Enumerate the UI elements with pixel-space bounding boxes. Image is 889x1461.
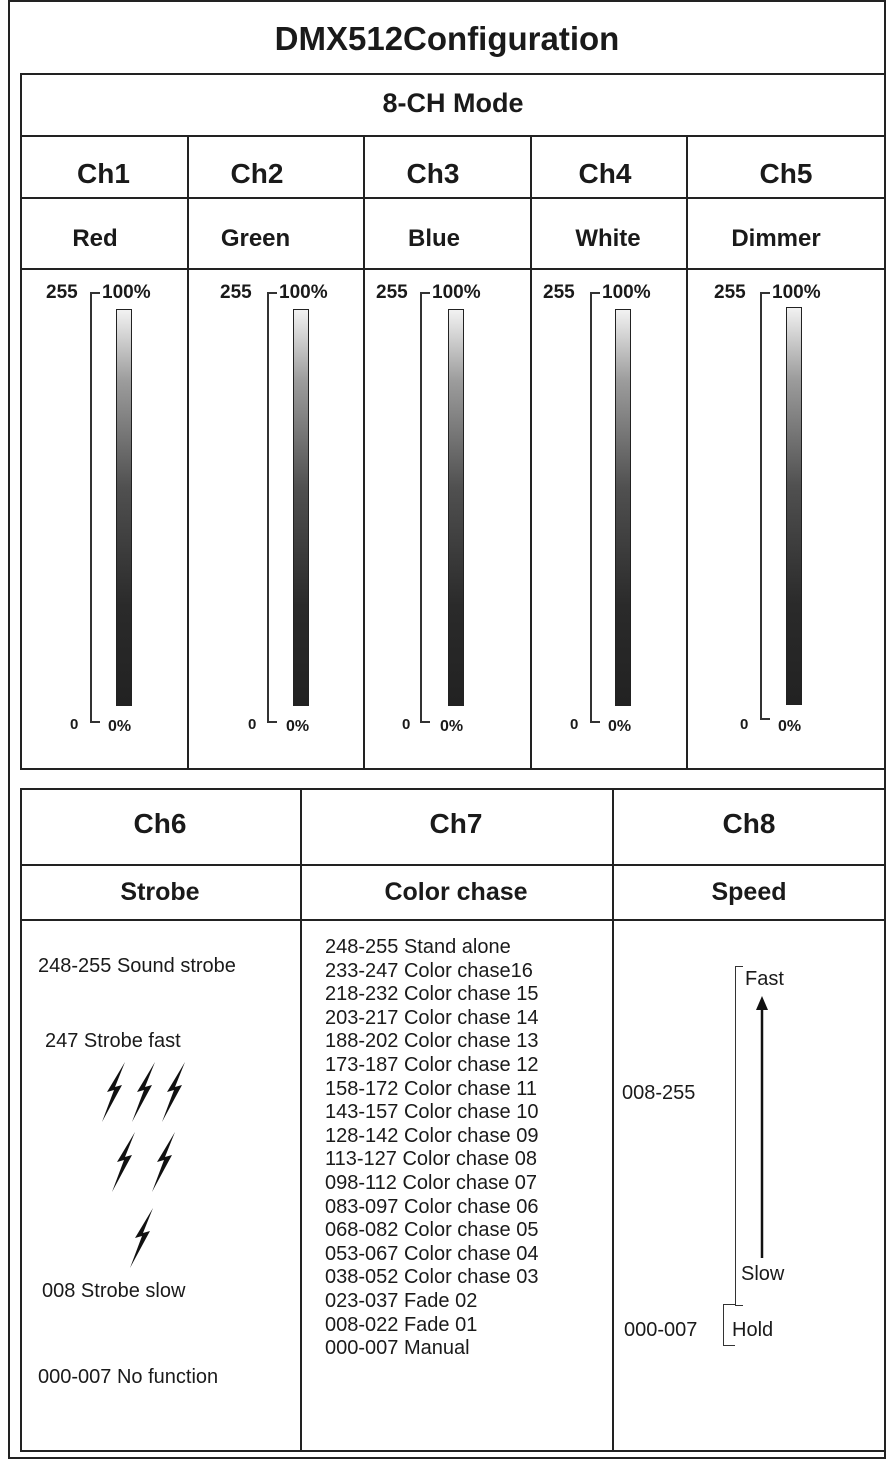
min-dmx-ch3: 0 xyxy=(402,716,411,733)
max-dmx-ch4: 255 xyxy=(543,282,575,303)
channel-function-blue: Blue xyxy=(407,225,460,252)
list-item: 000-007 Manual xyxy=(325,1337,470,1360)
row-divider-channels xyxy=(20,197,886,199)
list-item: 038-052 Color chase 03 xyxy=(325,1266,539,1289)
hold-bracket xyxy=(723,1304,735,1346)
lightning-icon-group xyxy=(102,1062,185,1268)
lower-row-divider-2 xyxy=(20,919,886,921)
ch6-strobe-slow: 008 Strobe slow xyxy=(42,1280,186,1302)
ch7-color-chase-list: 248-255 Stand alone 233-247 Color chase1… xyxy=(325,936,538,1361)
row-divider-mode xyxy=(20,135,886,137)
channel-header-ch3: Ch3 xyxy=(406,158,460,189)
channel-header-ch5: Ch5 xyxy=(759,158,813,189)
channel-function-green: Green xyxy=(220,225,291,252)
ch8-speed-range: 008-255 xyxy=(622,1082,696,1104)
lower-table-top xyxy=(20,788,886,790)
list-item: 188-202 Color chase 13 xyxy=(325,1030,539,1053)
min-dmx-ch2: 0 xyxy=(248,716,257,733)
max-dmx-ch2: 255 xyxy=(220,282,252,303)
list-item: 158-172 Color chase 11 xyxy=(325,1077,537,1100)
min-pct-ch3: 0% xyxy=(440,718,464,735)
channel-function-dimmer: Dimmer xyxy=(731,225,821,252)
mode-label: 8-CH Mode xyxy=(382,88,524,118)
lower-table-bottom xyxy=(20,1450,886,1452)
ch8-hold-range: 000-007 xyxy=(624,1319,698,1341)
table-border-left xyxy=(20,73,22,770)
ch8-slow-label: Slow xyxy=(741,1263,785,1285)
channel-header-ch2: Ch2 xyxy=(230,158,284,189)
max-pct-ch2: 100% xyxy=(279,282,328,303)
min-dmx-ch4: 0 xyxy=(570,716,579,733)
range-bracket-ch5 xyxy=(760,292,770,720)
max-pct-ch3: 100% xyxy=(432,282,481,303)
channel-header-ch1: Ch1 xyxy=(77,158,130,189)
list-item: 053-067 Color chase 04 xyxy=(325,1242,539,1265)
range-bracket-ch1 xyxy=(90,292,100,723)
lower-col-divider-2 xyxy=(612,788,614,1452)
lower-col-divider-1 xyxy=(300,788,302,1452)
list-item: 248-255 Stand alone xyxy=(325,936,511,958)
list-item: 098-112 Color chase 07 xyxy=(325,1171,537,1194)
list-item: 128-142 Color chase 09 xyxy=(325,1124,539,1147)
ch6-no-function: 000-007 No function xyxy=(38,1366,219,1388)
max-dmx-ch3: 255 xyxy=(376,282,408,303)
col-divider-4 xyxy=(686,135,688,770)
list-item: 218-232 Color chase 15 xyxy=(325,983,539,1006)
intensity-bar-ch1 xyxy=(116,309,132,706)
list-item: 203-217 Color chase 14 xyxy=(325,1006,539,1029)
channel-header-ch6: Ch6 xyxy=(133,808,187,839)
max-pct-ch5: 100% xyxy=(772,282,821,303)
min-dmx-ch1: 0 xyxy=(70,716,79,733)
intensity-bar-ch3 xyxy=(448,309,464,706)
channel-header-ch7: Ch7 xyxy=(429,808,483,839)
list-item: 143-157 Color chase 10 xyxy=(325,1101,539,1124)
range-bracket-ch3 xyxy=(420,292,430,723)
ch6-strobe-fast: 247 Strobe fast xyxy=(45,1030,181,1052)
list-item: 083-097 Color chase 06 xyxy=(325,1195,539,1218)
min-pct-ch1: 0% xyxy=(108,718,132,735)
range-bracket-ch2 xyxy=(267,292,277,723)
table-border-top xyxy=(20,73,886,75)
range-bracket-ch4 xyxy=(590,292,600,723)
list-item: 008-022 Fade 01 xyxy=(325,1313,478,1336)
max-dmx-ch1: 255 xyxy=(46,282,78,303)
max-dmx-ch5: 255 xyxy=(714,282,746,303)
list-item: 113-127 Color chase 08 xyxy=(325,1148,537,1171)
intensity-bar-ch5 xyxy=(786,307,802,705)
col-divider-2 xyxy=(363,135,365,770)
speed-bracket xyxy=(735,966,743,1306)
col-divider-1 xyxy=(187,135,189,770)
list-item: 068-082 Color chase 05 xyxy=(325,1219,539,1242)
page-title: DMX512Configuration xyxy=(274,20,620,57)
channel-header-ch4: Ch4 xyxy=(578,158,632,189)
row-divider-functions xyxy=(20,268,886,270)
channel-function-white: White xyxy=(575,225,641,252)
lightning-icon xyxy=(102,1062,185,1268)
col-divider-3 xyxy=(530,135,532,770)
list-item: 023-037 Fade 02 xyxy=(325,1289,478,1312)
min-pct-ch5: 0% xyxy=(778,718,802,735)
intensity-bar-ch2 xyxy=(293,309,309,706)
ch8-hold-label: Hold xyxy=(732,1319,774,1341)
channel-header-ch8: Ch8 xyxy=(722,808,776,839)
channel-function-strobe: Strobe xyxy=(120,878,200,906)
channel-function-speed: Speed xyxy=(711,878,787,906)
diagram-frame xyxy=(8,0,886,1459)
min-pct-ch2: 0% xyxy=(286,718,310,735)
channel-function-color-chase: Color chase xyxy=(384,878,528,906)
min-pct-ch4: 0% xyxy=(608,718,632,735)
ch6-sound-strobe: 248-255 Sound strobe xyxy=(38,955,236,977)
ch8-fast-label: Fast xyxy=(745,968,784,990)
intensity-bar-ch4 xyxy=(615,309,631,706)
channel-function-red: Red xyxy=(72,225,118,252)
list-item: 173-187 Color chase 12 xyxy=(325,1053,539,1076)
lower-table-left xyxy=(20,788,22,1452)
arrow-up-icon xyxy=(756,996,768,1258)
lower-row-divider-1 xyxy=(20,864,886,866)
min-dmx-ch5: 0 xyxy=(740,716,749,733)
max-pct-ch4: 100% xyxy=(602,282,651,303)
table-border-bottom xyxy=(20,768,886,770)
list-item: 233-247 Color chase16 xyxy=(325,959,533,982)
max-pct-ch1: 100% xyxy=(102,282,151,303)
